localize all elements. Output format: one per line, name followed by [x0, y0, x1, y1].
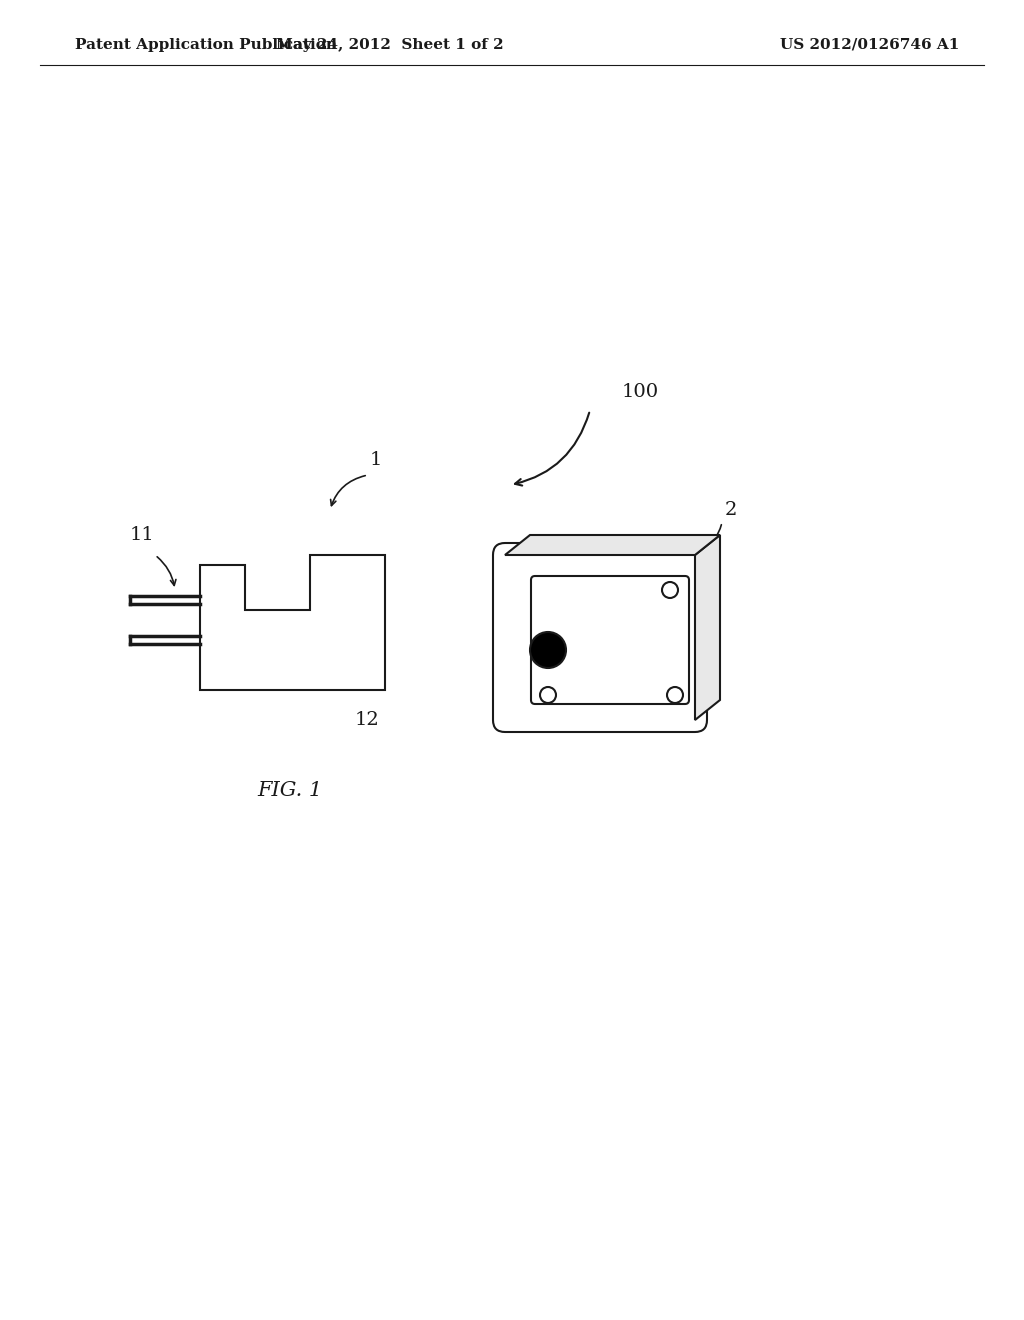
FancyArrowPatch shape	[157, 557, 176, 586]
Text: 2: 2	[725, 502, 737, 519]
Text: 100: 100	[622, 383, 659, 401]
Text: FIG. 1: FIG. 1	[257, 780, 323, 800]
Text: May 24, 2012  Sheet 1 of 2: May 24, 2012 Sheet 1 of 2	[276, 38, 504, 51]
FancyBboxPatch shape	[493, 543, 707, 733]
FancyArrowPatch shape	[705, 525, 721, 548]
Text: 1: 1	[370, 451, 382, 469]
Polygon shape	[505, 535, 720, 554]
Polygon shape	[695, 535, 720, 719]
FancyBboxPatch shape	[531, 576, 689, 704]
Text: 11: 11	[130, 525, 155, 544]
Text: US 2012/0126746 A1: US 2012/0126746 A1	[780, 38, 959, 51]
Polygon shape	[200, 554, 385, 690]
FancyArrowPatch shape	[515, 413, 589, 486]
Text: Patent Application Publication: Patent Application Publication	[75, 38, 337, 51]
FancyArrowPatch shape	[331, 475, 366, 506]
Circle shape	[667, 686, 683, 704]
Text: 12: 12	[355, 711, 380, 729]
Circle shape	[530, 632, 566, 668]
Circle shape	[540, 686, 556, 704]
Circle shape	[662, 582, 678, 598]
